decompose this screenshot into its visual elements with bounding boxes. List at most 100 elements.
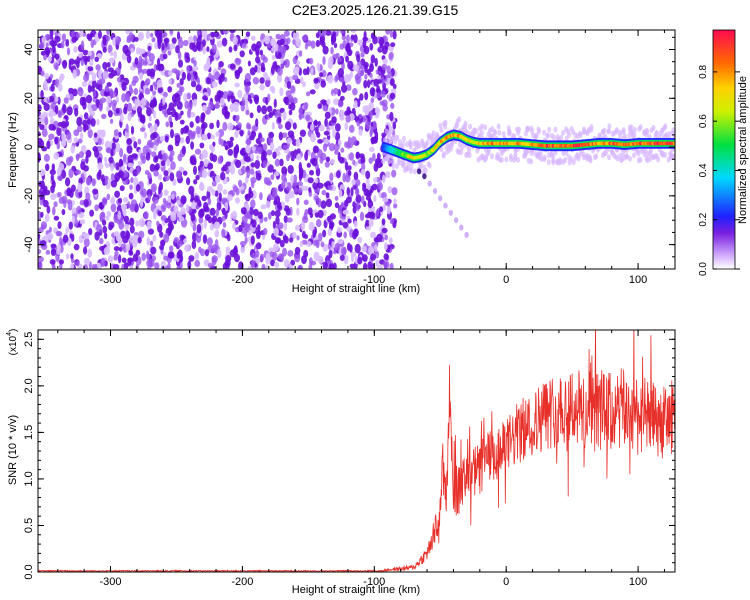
noise-speck: [96, 146, 103, 151]
noise-speck: [390, 42, 396, 48]
noise-speck: [43, 54, 47, 61]
noise-speck: [240, 104, 245, 112]
signal-halo: [419, 162, 424, 169]
noise-speck: [44, 213, 50, 222]
noise-speck: [329, 221, 335, 229]
colorbar-label: Normalized spectral amplitude: [737, 76, 749, 224]
noise-speck: [232, 101, 240, 109]
noise-speck: [372, 153, 376, 162]
noise-speck: [231, 210, 238, 220]
noise-speck: [305, 114, 311, 122]
noise-speck: [246, 122, 250, 130]
noise-speck: [280, 45, 287, 55]
noise-speck: [333, 42, 338, 49]
noise-speck: [306, 162, 311, 168]
noise-speck: [208, 144, 214, 151]
noise-speck: [41, 111, 49, 118]
noise-speck: [177, 153, 183, 162]
signal-halo: [606, 128, 611, 135]
noise-speck: [317, 103, 323, 109]
noise-speck: [346, 84, 352, 91]
noise-speck: [288, 109, 293, 116]
signal-halo: [589, 124, 594, 130]
noise-speck: [210, 170, 215, 177]
noise-speck: [267, 93, 271, 103]
noise-speck: [350, 253, 355, 263]
noise-speck: [268, 111, 274, 119]
noise-speck: [364, 107, 369, 116]
noise-speck: [244, 72, 251, 83]
noise-speck: [176, 101, 183, 110]
noise-speck: [338, 189, 343, 198]
noise-speck: [78, 151, 84, 159]
noise-speck: [381, 192, 387, 199]
noise-speck: [106, 210, 112, 218]
noise-speck: [169, 149, 175, 157]
noise-speck: [153, 156, 159, 163]
noise-speck: [216, 201, 222, 211]
noise-speck: [75, 169, 81, 175]
noise-speck: [334, 202, 340, 209]
noise-speck: [104, 160, 108, 168]
noise-speck: [222, 189, 228, 195]
noise-speck: [287, 250, 294, 257]
noise-speck: [123, 215, 129, 223]
noise-speck: [209, 207, 216, 216]
noise-speck: [149, 84, 154, 92]
noise-speck: [295, 138, 301, 148]
signal-halo: [427, 162, 432, 169]
noise-speck: [271, 121, 275, 130]
noise-speck: [294, 224, 301, 231]
noise-speck: [341, 34, 347, 41]
noise-speck: [279, 158, 284, 167]
signal-halo: [564, 135, 569, 142]
noise-speck: [71, 36, 77, 43]
noise-speck: [382, 174, 386, 183]
noise-speck: [326, 98, 331, 105]
noise-speck: [183, 93, 188, 102]
signal-halo: [667, 130, 672, 137]
noise-speck: [198, 209, 204, 219]
noise-speck: [221, 37, 228, 47]
noise-speck: [271, 86, 276, 94]
noise-speck: [203, 219, 208, 229]
noise-speck: [386, 200, 391, 207]
noise-speck: [240, 207, 247, 215]
noise-speck: [247, 60, 251, 67]
signal-halo: [499, 157, 504, 163]
noise-speck: [370, 253, 377, 261]
noise-speck: [376, 233, 383, 243]
noise-speck: [240, 148, 245, 156]
noise-speck: [353, 171, 359, 181]
noise-speck: [83, 237, 90, 248]
noise-speck: [167, 50, 172, 56]
signal-halo: [483, 124, 488, 131]
noise-speck: [277, 73, 283, 83]
noise-speck: [126, 138, 132, 146]
noise-speck: [156, 79, 163, 88]
noise-speck: [302, 81, 306, 88]
noise-speck: [228, 46, 233, 53]
noise-speck: [340, 147, 345, 153]
noise-speck: [112, 37, 116, 46]
noise-speck: [40, 221, 48, 230]
noise-speck: [333, 143, 340, 151]
noise-speck: [159, 63, 165, 72]
noise-speck: [328, 143, 335, 152]
noise-speck: [70, 253, 74, 260]
noise-speck: [339, 43, 344, 50]
noise-speck: [175, 45, 180, 54]
signal-halo: [553, 126, 558, 133]
noise-speck: [320, 200, 327, 209]
noise-speck: [152, 213, 157, 220]
noise-speck: [377, 181, 383, 191]
noise-speck: [98, 202, 103, 209]
noise-speck: [357, 256, 363, 265]
noise-speck: [76, 116, 83, 127]
signal-halo: [542, 129, 547, 136]
x-tick-label: -100: [363, 576, 385, 588]
noise-speck: [126, 54, 132, 64]
noise-speck: [259, 49, 264, 56]
noise-speck: [250, 199, 256, 209]
noise-speck: [154, 83, 158, 91]
